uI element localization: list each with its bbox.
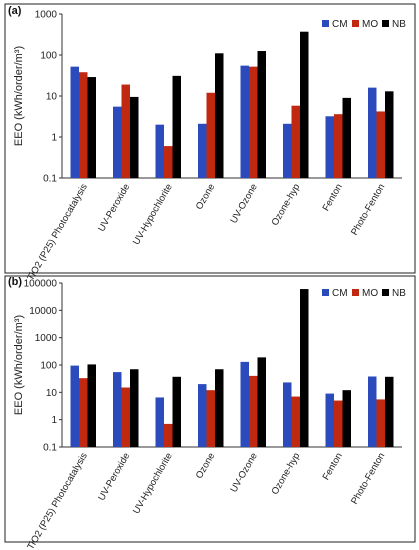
bar-cm-6 xyxy=(283,382,292,447)
legend-swatch-mo xyxy=(352,289,359,296)
bar-cm-5 xyxy=(240,361,249,447)
bar-nb-2 xyxy=(130,96,139,178)
legend-label-cm: CM xyxy=(332,288,348,299)
bar-cm-5 xyxy=(240,65,249,178)
bar-cm-4 xyxy=(198,384,207,447)
bar-mo-7 xyxy=(334,400,343,447)
legend-swatch-cm xyxy=(322,20,329,27)
legend-swatch-cm xyxy=(322,289,329,296)
x-category-label: Ozone xyxy=(194,182,218,212)
panel-frame xyxy=(4,3,416,274)
x-category-label: UV-Peroxide xyxy=(96,451,132,503)
bar-cm-8 xyxy=(368,376,377,447)
y-tick-label: 10000 xyxy=(29,306,57,317)
bar-mo-6 xyxy=(291,105,300,178)
x-category-label: Photo-Fenton xyxy=(349,182,387,237)
panel-label: (b) xyxy=(8,276,22,288)
panel-label: (a) xyxy=(8,5,22,17)
x-category-label: TiO2 (P25) Photocatalysis xyxy=(25,182,90,283)
x-category-label: UV-Ozone xyxy=(228,182,259,225)
bar-mo-8 xyxy=(376,111,385,178)
bar-mo-4 xyxy=(206,390,215,447)
legend-swatch-nb xyxy=(382,289,389,296)
bar-mo-2 xyxy=(121,84,130,178)
bar-mo-3 xyxy=(164,146,173,178)
y-tick-label: 0.1 xyxy=(43,174,57,185)
bar-mo-4 xyxy=(206,92,215,178)
bar-mo-3 xyxy=(164,423,173,447)
bar-nb-7 xyxy=(342,97,351,178)
x-category-label: UV-Ozone xyxy=(228,451,259,494)
bar-nb-4 xyxy=(215,369,224,447)
legend-label-cm: CM xyxy=(332,19,348,30)
bar-cm-7 xyxy=(325,393,334,447)
legend-swatch-nb xyxy=(382,20,389,27)
bar-mo-5 xyxy=(249,375,258,447)
y-tick-label: 1 xyxy=(51,415,57,426)
bar-cm-1 xyxy=(70,365,79,447)
x-category-label: TiO2 (P25) Photocatalysis xyxy=(25,451,90,550)
y-axis-label: EEO (kWh/order/m³) xyxy=(13,46,25,146)
y-tick-label: 100000 xyxy=(24,279,58,290)
x-category-label: Photo-Fenton xyxy=(349,451,387,506)
legend-label-mo: MO xyxy=(362,288,378,299)
bar-cm-7 xyxy=(325,116,334,178)
chart-panel-2: (b) EEO (kWh/order/m³) 0.1 1 10 100 1000 10000 1… xyxy=(4,275,416,550)
y-tick-label: 0.1 xyxy=(43,443,57,454)
bar-nb-6 xyxy=(300,31,309,178)
y-tick-label: 1 xyxy=(51,133,57,144)
legend-label-nb: NB xyxy=(392,19,406,30)
x-category-label: Fenton xyxy=(321,451,345,482)
y-tick-label: 1000 xyxy=(35,10,58,21)
x-category-label: Fenton xyxy=(321,182,345,213)
y-axis-label: EEO (kWh/order/m³) xyxy=(13,315,25,415)
bar-cm-2 xyxy=(113,372,122,447)
bar-cm-2 xyxy=(113,106,122,178)
y-tick-label: 10 xyxy=(46,388,58,399)
bar-nb-6 xyxy=(300,289,309,447)
bar-mo-2 xyxy=(121,387,130,447)
bar-cm-3 xyxy=(155,124,164,178)
bar-nb-3 xyxy=(172,75,181,178)
bar-nb-3 xyxy=(172,376,181,447)
y-tick-label: 1000 xyxy=(35,333,58,344)
x-category-label: Ozone xyxy=(194,451,218,481)
bar-nb-2 xyxy=(130,369,139,447)
bar-mo-1 xyxy=(79,72,88,178)
bar-nb-7 xyxy=(342,390,351,447)
chart-panel-1: (a) EEO (kWh/order/m³) 0.1 1 10 100 1000 TiO2 (… xyxy=(4,3,416,283)
bar-mo-1 xyxy=(79,378,88,447)
bar-nb-8 xyxy=(385,91,394,178)
x-category-label: UV-Peroxide xyxy=(96,182,132,234)
legend-swatch-mo xyxy=(352,20,359,27)
bar-cm-1 xyxy=(70,66,79,178)
bar-nb-4 xyxy=(215,53,224,178)
bar-nb-8 xyxy=(385,376,394,447)
bar-mo-7 xyxy=(334,114,343,178)
x-category-label: Ozone-hyp xyxy=(270,182,303,228)
y-tick-label: 100 xyxy=(40,51,57,62)
y-tick-label: 10 xyxy=(46,92,58,103)
y-tick-label: 100 xyxy=(40,361,57,372)
x-category-label: Ozone-hyp xyxy=(270,451,303,497)
bar-nb-1 xyxy=(87,364,96,447)
bar-cm-8 xyxy=(368,87,377,178)
bar-cm-6 xyxy=(283,123,292,178)
panel-frame xyxy=(4,275,416,543)
bar-cm-3 xyxy=(155,397,164,447)
legend-label-nb: NB xyxy=(392,288,406,299)
bar-mo-5 xyxy=(249,66,258,178)
legend-label-mo: MO xyxy=(362,19,378,30)
bar-nb-1 xyxy=(87,77,96,178)
bar-nb-5 xyxy=(257,51,266,178)
bar-cm-4 xyxy=(198,123,207,178)
bar-mo-6 xyxy=(291,396,300,447)
bar-nb-5 xyxy=(257,357,266,447)
x-category-label: UV-Hypochlorite xyxy=(131,451,175,516)
bar-mo-8 xyxy=(376,399,385,447)
x-category-label: UV-Hypochlorite xyxy=(131,182,175,247)
